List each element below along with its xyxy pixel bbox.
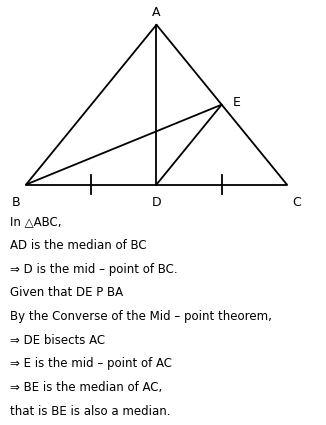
Text: ⇒ DE bisects AC: ⇒ DE bisects AC bbox=[10, 334, 105, 347]
Text: E: E bbox=[233, 96, 241, 109]
Text: In △ABC,: In △ABC, bbox=[10, 215, 61, 229]
Text: ⇒ E is the mid – point of AC: ⇒ E is the mid – point of AC bbox=[10, 357, 172, 371]
Text: ⇒ BE is the median of AC,: ⇒ BE is the median of AC, bbox=[10, 381, 162, 394]
Text: ⇒ D is the mid – point of BC.: ⇒ D is the mid – point of BC. bbox=[10, 263, 177, 276]
Text: C: C bbox=[292, 196, 301, 209]
Text: D: D bbox=[152, 196, 161, 209]
Text: Given that DE P BA: Given that DE P BA bbox=[10, 286, 123, 300]
Text: A: A bbox=[152, 6, 161, 19]
Text: B: B bbox=[12, 196, 21, 209]
Text: By the Converse of the Mid – point theorem,: By the Converse of the Mid – point theor… bbox=[10, 310, 272, 323]
Text: that is BE is also a median.: that is BE is also a median. bbox=[10, 405, 170, 418]
Text: AD is the median of BC: AD is the median of BC bbox=[10, 239, 146, 252]
